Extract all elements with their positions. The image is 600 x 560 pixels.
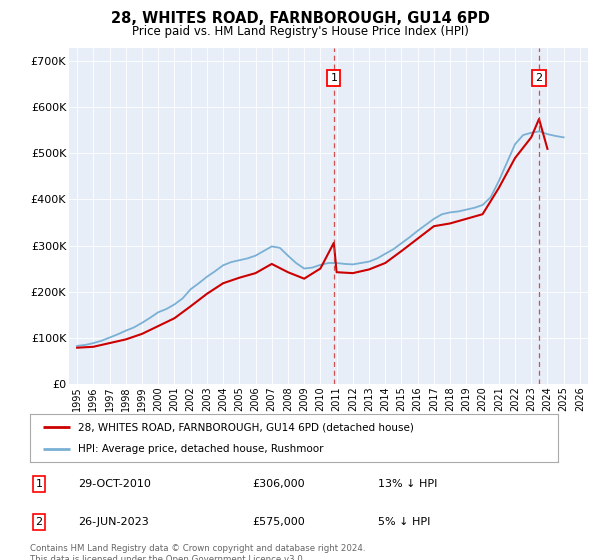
Text: 28, WHITES ROAD, FARNBOROUGH, GU14 6PD (detached house): 28, WHITES ROAD, FARNBOROUGH, GU14 6PD (… (77, 422, 413, 432)
Text: 26-JUN-2023: 26-JUN-2023 (78, 517, 149, 527)
Text: 2: 2 (535, 73, 542, 83)
Text: 1: 1 (331, 73, 337, 83)
Text: 28, WHITES ROAD, FARNBOROUGH, GU14 6PD: 28, WHITES ROAD, FARNBOROUGH, GU14 6PD (110, 11, 490, 26)
Text: Contains HM Land Registry data © Crown copyright and database right 2024.
This d: Contains HM Land Registry data © Crown c… (30, 544, 365, 560)
Text: HPI: Average price, detached house, Rushmoor: HPI: Average price, detached house, Rush… (77, 444, 323, 454)
Text: 1: 1 (35, 479, 43, 489)
Text: £575,000: £575,000 (252, 517, 305, 527)
Text: 5% ↓ HPI: 5% ↓ HPI (378, 517, 430, 527)
Text: 2: 2 (35, 517, 43, 527)
Text: Price paid vs. HM Land Registry's House Price Index (HPI): Price paid vs. HM Land Registry's House … (131, 25, 469, 38)
Text: £306,000: £306,000 (252, 479, 305, 489)
Text: 29-OCT-2010: 29-OCT-2010 (78, 479, 151, 489)
Text: 13% ↓ HPI: 13% ↓ HPI (378, 479, 437, 489)
